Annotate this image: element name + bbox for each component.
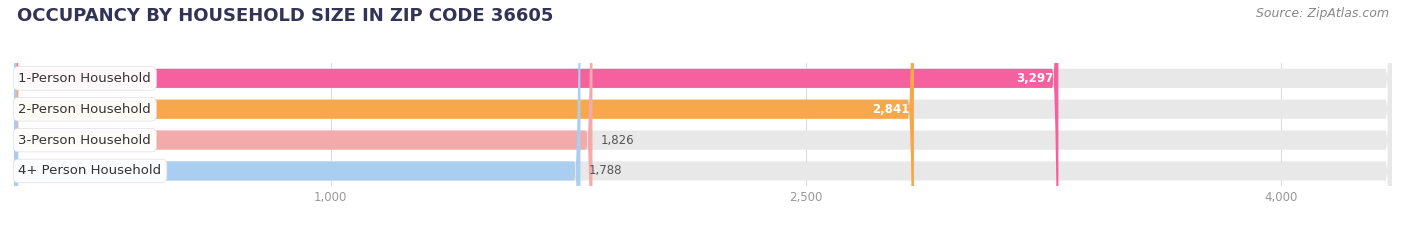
Text: 2-Person Household: 2-Person Household [18, 103, 152, 116]
FancyBboxPatch shape [14, 0, 1392, 233]
FancyBboxPatch shape [14, 0, 1392, 233]
FancyBboxPatch shape [14, 0, 592, 233]
Text: OCCUPANCY BY HOUSEHOLD SIZE IN ZIP CODE 36605: OCCUPANCY BY HOUSEHOLD SIZE IN ZIP CODE … [17, 7, 553, 25]
Text: 2,841: 2,841 [872, 103, 910, 116]
FancyBboxPatch shape [14, 0, 581, 233]
Text: 4+ Person Household: 4+ Person Household [18, 164, 162, 178]
Text: 1-Person Household: 1-Person Household [18, 72, 152, 85]
Text: 1,826: 1,826 [600, 134, 634, 147]
Text: 3,297: 3,297 [1017, 72, 1053, 85]
Text: 3-Person Household: 3-Person Household [18, 134, 152, 147]
FancyBboxPatch shape [14, 0, 914, 233]
FancyBboxPatch shape [14, 0, 1392, 233]
Text: 1,788: 1,788 [588, 164, 621, 178]
FancyBboxPatch shape [14, 0, 1059, 233]
Text: Source: ZipAtlas.com: Source: ZipAtlas.com [1256, 7, 1389, 20]
FancyBboxPatch shape [14, 0, 1392, 233]
